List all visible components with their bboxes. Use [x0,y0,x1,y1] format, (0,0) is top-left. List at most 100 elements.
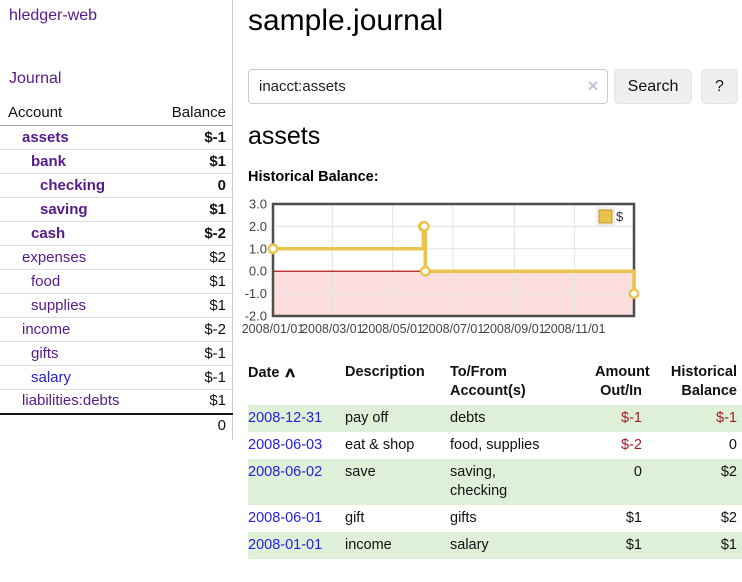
transaction-row: 2008-06-02 save saving, checking 0 $2 [248,459,742,505]
clear-search-icon[interactable]: × [587,76,599,96]
legend-label: $ [616,209,624,224]
account-balance: $-1 [147,365,233,390]
account-link[interactable]: assets [22,128,69,146]
account-balance: $-1 [204,128,226,146]
transaction-description: eat & shop [345,437,415,453]
accounts-total-balance: 0 [147,412,233,438]
transaction-amount: $1 [625,510,642,526]
transaction-accounts: saving, checking [450,459,595,505]
chart-y-tick-label: -2.0 [245,309,267,324]
chart-y-tick-label: 3.0 [249,197,267,212]
chart-x-tick-label: 2008/07/01 [422,322,485,336]
account-link[interactable]: supplies [31,296,87,314]
chart-y-tick-label: 2.0 [249,219,267,234]
account-page-title: assets [248,122,321,150]
account-row: income $-2 [0,317,233,342]
accounts-header-account: Account [0,101,148,126]
account-link[interactable]: checking [40,176,106,194]
main-content: sample.journal × Search ? assets Histori… [242,0,742,582]
account-link[interactable]: cash [31,224,66,242]
account-balance: $2 [147,245,233,270]
account-balance: $1 [147,293,233,318]
register-header-amount: Amount Out/In [595,364,650,399]
register-header-balance: Historical Balance [670,364,737,399]
accounts-header-row: Account Balance [0,101,233,126]
transaction-accounts: salary [450,532,595,559]
account-link[interactable]: bank [31,152,67,170]
sidebar-account-rows: assets $-1 bank $1 checking 0 saving $1 … [0,126,233,414]
transaction-balance: $2 [645,459,742,505]
account-link[interactable]: liabilities:debts [22,392,120,410]
account-balance: $-2 [147,221,233,246]
account-balance: $1 [147,197,233,222]
accounts-total-row: 0 [0,412,233,438]
account-balance: $-1 [147,341,233,366]
legend-swatch [598,209,613,224]
transaction-row: 2008-12-31 pay off debts $-1 $-1 [248,405,742,432]
account-balance: 0 [147,173,233,198]
help-button[interactable]: ? [701,69,738,104]
transaction-accounts: gifts [450,510,477,526]
search-button[interactable]: Search [614,69,692,104]
chart-y-tick-label: -1.0 [245,286,267,301]
chart-border [271,202,636,318]
account-link[interactable]: salary [31,368,72,386]
register-table: Date ∧ Description To/From Account(s) Amo… [248,360,742,559]
chart-data-point [267,243,279,255]
account-link[interactable]: saving [40,200,88,218]
brand-link[interactable]: hledger-web [9,7,98,24]
transaction-amount: $1 [595,532,645,559]
account-row: expenses $2 [0,245,233,270]
account-row: cash $-2 [0,221,233,246]
account-row: bank $1 [0,149,233,174]
transaction-accounts: food, supplies [450,437,540,453]
transaction-balance: $-1 [645,405,742,432]
account-row: saving $1 [0,197,233,222]
account-link[interactable]: gifts [31,344,59,362]
account-link[interactable]: food [31,272,61,290]
chart-x-tick-label: 2008/01/01 [242,322,305,336]
transaction-description: save [345,459,450,505]
account-row: checking 0 [0,173,233,198]
sidebar-item-journal[interactable]: Journal [9,70,62,87]
chart-label: Historical Balance: [248,169,379,185]
account-link[interactable]: income [22,320,71,338]
transaction-date-link[interactable]: 2008-12-31 [248,410,323,426]
account-row: supplies $1 [0,293,233,318]
chart-x-tick-label: 2008/03/01 [301,322,364,336]
transaction-row: 2008-06-01 gift gifts $1 $2 [248,505,742,532]
register-rows: 2008-12-31 pay off debts $-1 $-1 2008-06… [248,405,742,559]
transaction-date-link[interactable]: 2008-06-02 [248,464,323,480]
transaction-amount: $-2 [621,437,642,453]
register-header-description: Description [345,364,425,380]
transaction-balance: 0 [728,437,737,453]
page-title: sample.journal [248,4,444,37]
accounts-header-balance: Balance [147,101,233,126]
transaction-balance: $2 [720,510,737,526]
account-balance: $1 [147,149,233,174]
register-header-row: Date ∧ Description To/From Account(s) Amo… [248,360,742,405]
search-form: × Search ? [248,69,742,104]
chart-x-tick-label: 2008/11/01 [544,322,606,336]
account-row: assets $-1 [0,126,233,150]
balance-chart: 3.0 2.0 1.0 0.0 -1.0 -2.02008/01/012008/03/01… [242,197,640,336]
chart-y-tick-label: 0.0 [249,264,267,279]
account-row: salary $-1 [0,365,233,390]
account-row: liabilities:debts $1 [0,389,233,414]
accounts-table: Account Balance assets $-1 bank $1 check… [0,101,233,438]
account-link[interactable]: expenses [22,248,87,266]
search-input[interactable] [248,69,608,104]
transaction-description: gift [345,510,365,526]
transaction-balance: $1 [645,532,742,559]
transaction-description: income [345,532,450,559]
transaction-date-link[interactable]: 2008-01-01 [248,537,323,553]
transaction-date-link[interactable]: 2008-06-03 [248,437,323,453]
transaction-row: 2008-01-01 income salary $1 $1 [248,532,742,559]
account-balance: $-2 [147,317,233,342]
transaction-description: pay off [345,405,450,432]
register-header-date[interactable]: Date ∧ [248,364,298,381]
register-header-accounts: To/From Account(s) [450,364,526,399]
chart-x-tick-label: 2008/09/01 [483,322,546,336]
account-row: gifts $-1 [0,341,233,366]
transaction-date-link[interactable]: 2008-06-01 [248,510,323,526]
